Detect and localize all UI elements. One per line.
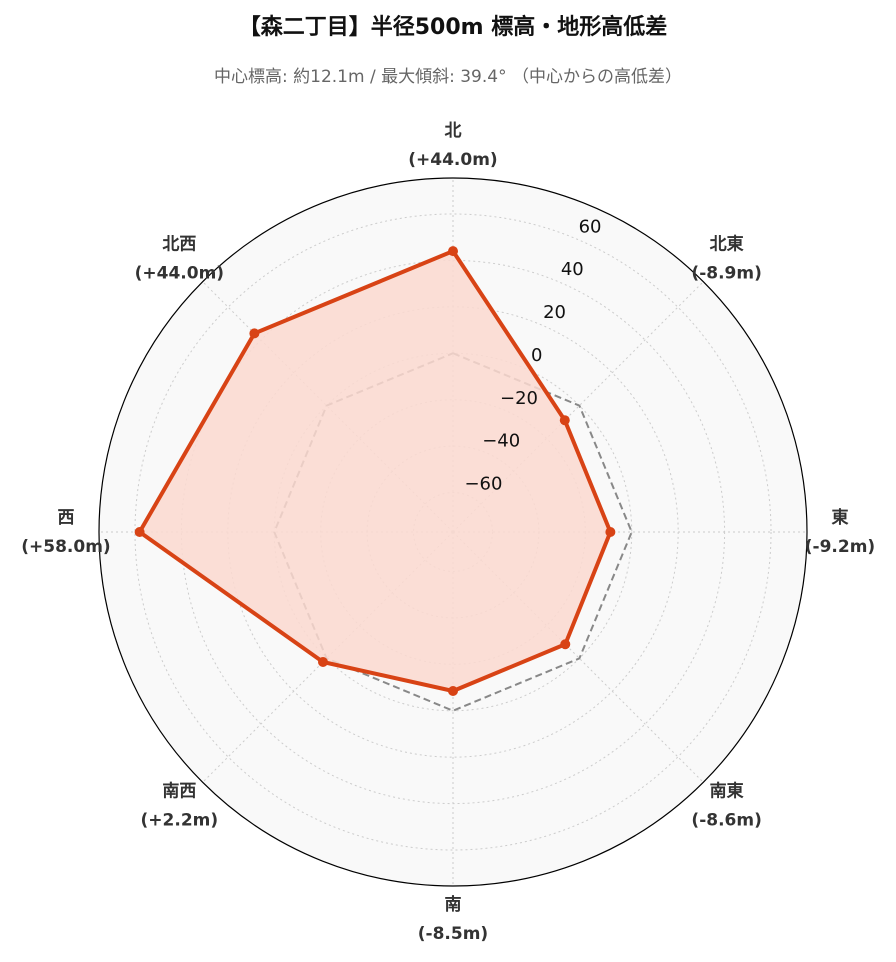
value-label: (-9.2m) bbox=[805, 537, 875, 557]
value-label: (-8.6m) bbox=[691, 811, 761, 831]
category-label: 南 bbox=[445, 894, 462, 915]
category-label: 北西 bbox=[162, 234, 196, 254]
category-label: 南東 bbox=[710, 781, 744, 802]
zero-reference bbox=[273, 352, 633, 712]
r-tick-label: −20 bbox=[500, 388, 538, 409]
category-label: 南西 bbox=[162, 781, 196, 802]
grid-spoke bbox=[452, 281, 704, 533]
grid-circle bbox=[134, 213, 772, 851]
data-point bbox=[560, 639, 571, 650]
r-tick-label: 20 bbox=[543, 302, 566, 323]
category-label: 東 bbox=[832, 507, 849, 528]
data-point bbox=[559, 415, 570, 426]
r-tick-label: 40 bbox=[561, 259, 584, 280]
data-point bbox=[249, 328, 260, 339]
value-label: (+44.0m) bbox=[135, 263, 224, 283]
r-tick-label: 60 bbox=[579, 216, 602, 237]
value-label: (-8.5m) bbox=[418, 924, 488, 944]
value-label: (+2.2m) bbox=[141, 811, 219, 831]
data-point bbox=[448, 686, 458, 697]
r-tick-label: −60 bbox=[464, 474, 502, 495]
plot-border bbox=[98, 177, 808, 887]
data-point bbox=[317, 657, 328, 668]
data-point bbox=[134, 527, 145, 537]
value-label: (+44.0m) bbox=[408, 150, 497, 170]
category-label: 北東 bbox=[710, 233, 744, 254]
value-label: (-8.9m) bbox=[691, 263, 761, 283]
grid-spoke bbox=[452, 531, 704, 783]
chart-title: 【森二丁目】半径500m 標高・地形高低差 bbox=[239, 14, 668, 40]
r-tick-label: −40 bbox=[482, 431, 520, 452]
data-point bbox=[448, 246, 458, 257]
value-label: (+58.0m) bbox=[21, 537, 110, 557]
chart-subtitle: 中心標高: 約12.1m / 最大傾斜: 39.4° （中心からの高低差） bbox=[214, 67, 682, 87]
category-label: 北 bbox=[445, 121, 462, 141]
data-point bbox=[605, 527, 616, 537]
r-tick-label: 0 bbox=[531, 345, 542, 366]
category-label: 西 bbox=[58, 508, 75, 528]
